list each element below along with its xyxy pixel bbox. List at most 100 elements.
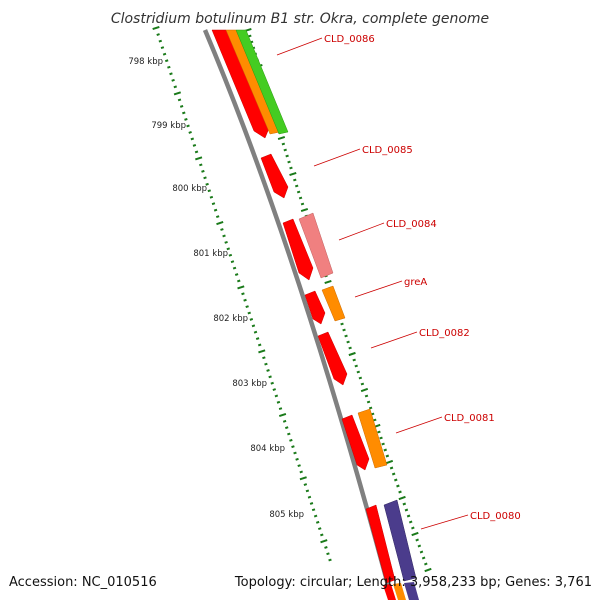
minor-tick (309, 502, 314, 505)
gene-label-cld-0080: CLD_0080 (470, 511, 521, 522)
gene-label-cld-0084: CLD_0084 (386, 219, 437, 230)
minor-tick (255, 337, 260, 341)
minor-tick (303, 483, 308, 486)
minor-tick (340, 322, 344, 326)
major-tick (258, 349, 266, 354)
minor-tick (211, 202, 216, 206)
feature-purple-cld-0080 (383, 499, 417, 582)
scale-label-805: 805 kbp (269, 510, 304, 520)
minor-tick (326, 552, 330, 556)
gene-arrow-cld-0081[interactable] (341, 414, 370, 471)
minor-tick (352, 358, 356, 362)
minor-tick (381, 442, 385, 446)
minor-tick (354, 364, 358, 368)
minor-tick (296, 190, 301, 194)
major-tick (300, 207, 309, 213)
major-tick (277, 135, 286, 141)
genome-summary-text: Topology: circular; Length: 3,958,233 bp… (234, 575, 592, 590)
scale-label-802: 802 kbp (213, 314, 248, 324)
minor-tick (266, 369, 270, 372)
major-tick (278, 412, 287, 418)
leader-lines (276, 37, 469, 530)
minor-tick (348, 346, 352, 350)
gene-label-cld-0081: CLD_0081 (444, 413, 495, 424)
minor-tick (249, 317, 254, 321)
minor-tick (287, 160, 291, 164)
major-tick (173, 91, 182, 96)
major-tick (320, 539, 328, 544)
minor-tick (192, 143, 197, 147)
gene-label-cld-0086: CLD_0086 (324, 34, 375, 45)
gene-arrow-cld-0080[interactable] (365, 504, 396, 584)
minor-tick (356, 370, 361, 374)
accession-text: Accession: NC_010516 (9, 575, 157, 590)
minor-tick (406, 514, 411, 518)
gene-arrow-cld-0085[interactable] (260, 153, 289, 199)
minor-tick (379, 436, 383, 440)
minor-tick (419, 550, 424, 554)
minor-tick (360, 382, 365, 386)
minor-tick (294, 184, 299, 188)
feature-orange-cld-0081 (357, 408, 388, 469)
minor-tick (226, 247, 230, 251)
scale-label-800: 800 kbp (172, 184, 207, 194)
gene-label-grea: greA (404, 277, 427, 288)
minor-tick (287, 432, 291, 436)
minor-tick (201, 169, 205, 173)
feature-orange-bottom (393, 583, 406, 600)
minor-tick (300, 202, 305, 206)
major-tick (324, 279, 332, 285)
minor-tick (160, 46, 165, 50)
minor-tick (346, 340, 350, 344)
minor-tick (342, 328, 346, 332)
minor-tick (293, 178, 297, 182)
minor-tick (177, 98, 182, 102)
minor-tick (248, 34, 252, 38)
minor-tick (318, 527, 322, 531)
minor-tick (315, 520, 320, 524)
minor-tick (377, 430, 381, 434)
gene-arrow-cld-0082[interactable] (317, 331, 348, 386)
minor-tick (366, 400, 371, 404)
scale-label-804: 804 kbp (250, 444, 285, 454)
minor-tick (404, 508, 409, 512)
minor-tick (268, 375, 272, 379)
minor-tick (237, 279, 241, 283)
scale-label-798: 798 kbp (128, 57, 163, 67)
minor-tick (167, 65, 171, 69)
scale-tick-track (152, 25, 332, 562)
minor-tick (402, 502, 407, 506)
minor-tick (220, 228, 224, 231)
gene-arrow-cld-0086[interactable] (211, 29, 271, 139)
minor-tick (373, 418, 377, 422)
minor-tick (228, 253, 233, 257)
gene-arrow-cld-0084[interactable] (282, 218, 314, 281)
major-tick (299, 476, 307, 481)
major-tick (152, 25, 160, 31)
genome-backbone (202, 29, 395, 600)
minor-tick (305, 489, 310, 493)
minor-tick (243, 298, 247, 302)
feature-green-cld-0086 (235, 29, 289, 135)
minor-tick (274, 394, 279, 398)
minor-tick (344, 334, 348, 338)
minor-tick (289, 438, 293, 442)
minor-tick (383, 448, 387, 452)
minor-tick (194, 150, 199, 154)
gene-arrow-grea[interactable] (304, 290, 326, 325)
minor-tick (389, 466, 394, 470)
minor-tick (270, 381, 274, 385)
major-tick (424, 567, 432, 573)
scale-label-801: 801 kbp (193, 249, 228, 259)
minor-tick (311, 508, 316, 512)
minor-tick (215, 215, 220, 219)
minor-tick (179, 104, 184, 108)
minor-tick (415, 538, 419, 542)
major-tick (360, 387, 369, 393)
minor-tick (205, 182, 209, 186)
minor-tick (291, 445, 295, 449)
gene-features (211, 29, 419, 600)
minor-tick (281, 142, 286, 146)
minor-tick (162, 52, 167, 56)
minor-tick (328, 558, 332, 562)
